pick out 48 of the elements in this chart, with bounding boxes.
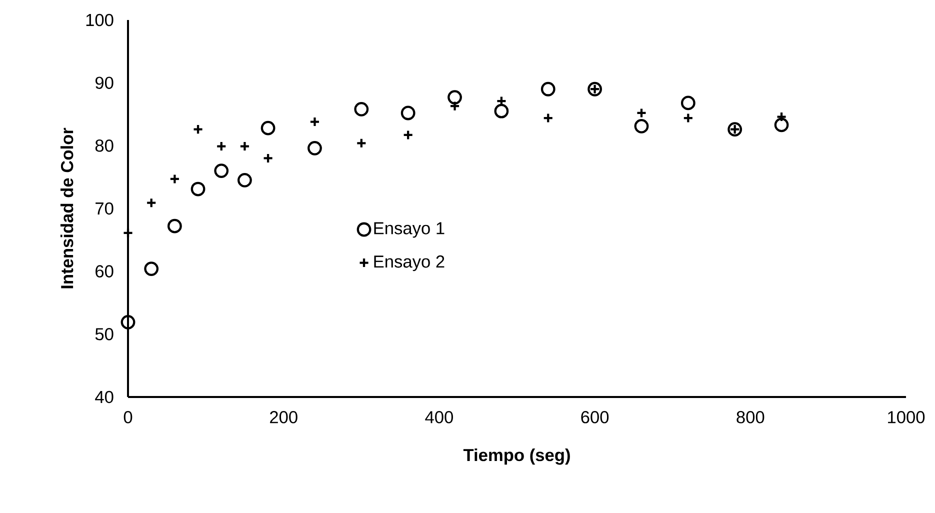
point (144, 262, 159, 276)
point (634, 118, 649, 134)
point (167, 218, 182, 234)
point (449, 100, 460, 112)
point (636, 108, 647, 118)
y-tick-label: 70 (96, 202, 114, 215)
y-tick-label: 80 (95, 140, 114, 152)
x-axis-title: Tiempo (seg) (463, 448, 570, 465)
y-tick-label: 60 (96, 265, 114, 278)
point (146, 198, 157, 208)
point (400, 106, 416, 120)
legend-label: Ensayo 2 (374, 255, 444, 272)
point (402, 130, 414, 140)
y-axis-title: Intensidad de Color (60, 128, 74, 288)
x-tick-label: 1000 (888, 411, 925, 424)
x-tick-label: 0 (124, 411, 132, 424)
point (308, 140, 322, 156)
y-tick-label: 100 (86, 14, 114, 26)
point (774, 118, 789, 132)
point (216, 140, 227, 152)
point (214, 164, 229, 178)
point (540, 82, 556, 96)
point (238, 173, 252, 188)
point (169, 174, 180, 184)
point (262, 152, 274, 164)
x-tick-label: 200 (270, 411, 298, 424)
point (356, 138, 367, 148)
point (260, 120, 276, 136)
point (192, 124, 204, 135)
point (494, 104, 509, 118)
point (309, 116, 320, 128)
point (776, 111, 787, 122)
y-tick-label: 50 (95, 328, 114, 340)
point (190, 182, 206, 196)
x-tick-label: 400 (425, 411, 453, 424)
x-tick-label: 600 (581, 411, 609, 424)
point (542, 112, 554, 124)
point (122, 228, 134, 238)
point (448, 90, 462, 104)
point (682, 112, 694, 124)
y-tick-label: 90 (96, 76, 114, 89)
point (239, 140, 250, 152)
point (354, 102, 369, 116)
legend-label: Ensayo 1 (374, 222, 444, 238)
point (120, 315, 136, 330)
x-tick-label: 800 (736, 411, 764, 424)
point (680, 96, 696, 110)
y-tick-label: 40 (95, 390, 114, 404)
